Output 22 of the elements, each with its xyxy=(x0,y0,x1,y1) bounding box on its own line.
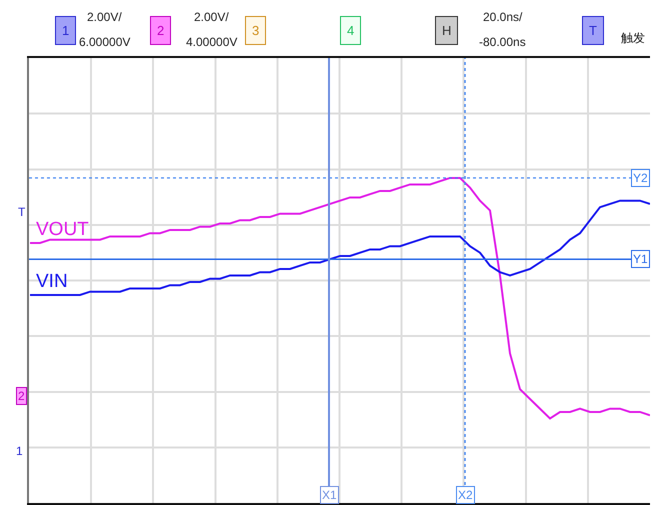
text: 1 xyxy=(16,444,23,458)
text: 2 xyxy=(18,389,25,403)
text: 3 xyxy=(252,23,260,38)
text: 2.00V/ xyxy=(194,10,230,24)
series-label: VIN xyxy=(36,271,68,292)
annotation: X2 xyxy=(458,488,474,502)
ref-line-label: Y1 xyxy=(633,252,648,266)
text: 触发 xyxy=(621,31,645,45)
annotation: X1 xyxy=(322,488,338,502)
text: 1 xyxy=(62,23,70,38)
text: -80.00ns xyxy=(479,35,526,49)
text: 20.0ns/ xyxy=(483,10,524,24)
text: 2 xyxy=(157,23,164,38)
series-label: VOUT xyxy=(36,219,90,240)
text: 4 xyxy=(347,23,354,38)
text: H xyxy=(442,23,452,38)
text: 2.00V/ xyxy=(87,10,122,24)
text: 6.00000V xyxy=(79,35,130,49)
text: 4.00000V xyxy=(186,35,238,49)
text: T xyxy=(589,23,597,38)
text: T xyxy=(18,205,26,219)
ref-line-label: Y2 xyxy=(633,171,648,185)
